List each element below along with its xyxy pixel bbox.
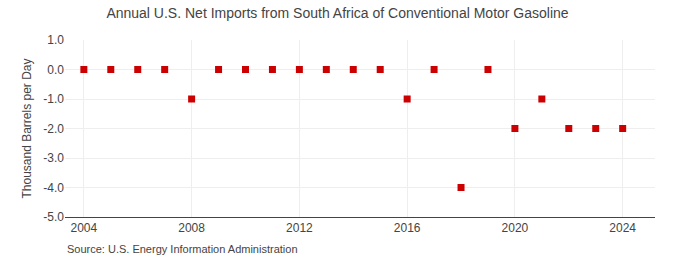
svg-text:2024: 2024 xyxy=(609,221,636,235)
svg-text:0.0: 0.0 xyxy=(47,63,64,77)
svg-text:1.0: 1.0 xyxy=(47,33,64,47)
svg-text:Annual U.S. Net Imports from S: Annual U.S. Net Imports from South Afric… xyxy=(106,5,568,21)
svg-text:-5.0: -5.0 xyxy=(43,210,64,224)
svg-text:2008: 2008 xyxy=(178,221,205,235)
svg-text:2020: 2020 xyxy=(502,221,529,235)
svg-text:-2.0: -2.0 xyxy=(43,122,64,136)
svg-text:-3.0: -3.0 xyxy=(43,151,64,165)
svg-text:2012: 2012 xyxy=(286,221,313,235)
svg-text:2016: 2016 xyxy=(394,221,421,235)
svg-text:-4.0: -4.0 xyxy=(43,181,64,195)
svg-text:2004: 2004 xyxy=(71,221,98,235)
svg-text:-1.0: -1.0 xyxy=(43,92,64,106)
svg-text:Thousand Barrels per Day: Thousand Barrels per Day xyxy=(20,58,34,198)
svg-text:Source: U.S. Energy Informatio: Source: U.S. Energy Information Administ… xyxy=(67,243,298,255)
